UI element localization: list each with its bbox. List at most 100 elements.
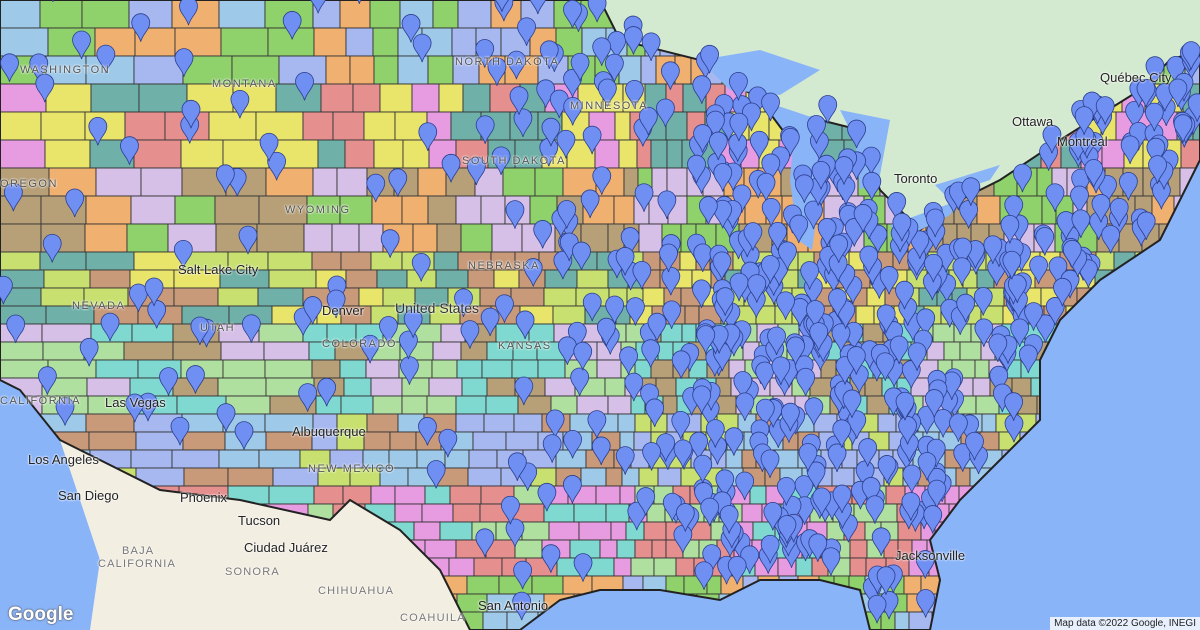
- label-city: Toronto: [894, 171, 938, 186]
- county-region: [218, 449, 260, 469]
- label-city: Phoenix: [180, 490, 227, 505]
- county-region: [1140, 575, 1162, 595]
- county-region: [1192, 503, 1200, 523]
- county-region: [1073, 539, 1089, 559]
- county-region: [1170, 287, 1195, 307]
- county-region: [513, 413, 543, 433]
- label-city: Tucson: [238, 513, 281, 528]
- county-region: [849, 557, 867, 577]
- county-region: [369, 0, 401, 29]
- county-region: [932, 323, 955, 343]
- county-region: [778, 575, 799, 595]
- county-region: [462, 83, 491, 113]
- county-region: [1162, 467, 1181, 487]
- county-region: [1082, 341, 1099, 361]
- county-region: [987, 557, 1006, 577]
- county-region: [537, 611, 568, 630]
- county-region: [331, 223, 360, 253]
- county-region: [1144, 395, 1164, 415]
- county-region: [467, 269, 495, 289]
- county-region: [1084, 377, 1108, 397]
- county-region: [1068, 395, 1091, 415]
- county-region: [1026, 557, 1051, 577]
- county-region: [607, 395, 632, 415]
- county-region: [312, 167, 338, 197]
- county-region: [1172, 251, 1196, 271]
- county-region: [340, 395, 374, 415]
- county-region: [493, 269, 520, 289]
- county-region: [1043, 503, 1059, 523]
- county-region: [1117, 287, 1136, 307]
- county-region: [435, 269, 469, 289]
- county-region: [651, 539, 667, 559]
- county-region: [421, 503, 454, 523]
- county-region: [424, 485, 451, 505]
- county-region: [1171, 485, 1189, 505]
- county-region: [1078, 593, 1099, 613]
- county-region: [657, 611, 682, 630]
- county-region: [971, 521, 990, 541]
- county-region: [344, 139, 375, 169]
- county-region: [1067, 485, 1089, 505]
- label-region: SONORA: [225, 566, 280, 578]
- label-city: Québec City: [1100, 70, 1172, 85]
- label-city: Ottawa: [1012, 114, 1054, 129]
- label-state: NORTH DAKOTA: [455, 56, 560, 68]
- county-region: [1047, 341, 1070, 361]
- county-region: [605, 467, 623, 487]
- county-region: [1185, 449, 1200, 469]
- county-region: [473, 557, 503, 577]
- label-city: Las Vegas: [105, 395, 166, 410]
- label-state: NEVADA: [72, 300, 126, 312]
- county-region: [222, 359, 266, 379]
- county-region: [797, 575, 820, 595]
- county-region: [461, 377, 488, 397]
- county-region: [634, 539, 653, 559]
- county-region: [630, 557, 655, 577]
- county-region: [426, 395, 457, 415]
- county-region: [460, 223, 493, 253]
- county-region: [622, 575, 644, 595]
- county-region: [1006, 575, 1027, 595]
- county-region: [1127, 467, 1150, 487]
- county-region: [1079, 431, 1099, 451]
- county-region: [0, 139, 46, 169]
- google-logo[interactable]: Google: [8, 604, 74, 625]
- county-region: [1068, 341, 1084, 361]
- county-region: [994, 593, 1012, 613]
- map-attribution[interactable]: Map data ©2022 Google, INEGI: [1050, 617, 1200, 630]
- label-city: Albuquerque: [292, 424, 366, 439]
- county-region: [373, 55, 399, 85]
- county-region: [1057, 431, 1081, 451]
- county-region: [1053, 485, 1069, 505]
- county-region: [952, 611, 975, 630]
- county-region: [1035, 431, 1059, 451]
- county-region: [466, 575, 500, 595]
- county-region: [124, 111, 166, 141]
- county-region: [666, 139, 683, 169]
- county-region: [1104, 557, 1127, 577]
- county-region: [986, 539, 1005, 559]
- county-region: [1160, 305, 1181, 325]
- county-region: [894, 611, 910, 630]
- county-region: [448, 557, 475, 577]
- county-region: [432, 0, 459, 29]
- county-region: [974, 359, 990, 379]
- county-region: [123, 341, 174, 361]
- county-region: [131, 323, 174, 343]
- county-region: [1003, 539, 1019, 559]
- county-region: [987, 575, 1008, 595]
- label-city: San Diego: [58, 488, 119, 503]
- county-region: [653, 557, 677, 577]
- county-region: [1031, 485, 1055, 505]
- county-region: [801, 593, 821, 613]
- county-region: [1017, 539, 1042, 559]
- county-region: [1154, 521, 1177, 541]
- county-region: [972, 377, 991, 397]
- label-city: Montreal: [1057, 134, 1108, 149]
- county-region: [981, 413, 997, 433]
- county-region: [256, 223, 305, 253]
- county-region: [613, 195, 635, 225]
- county-region: [365, 359, 400, 379]
